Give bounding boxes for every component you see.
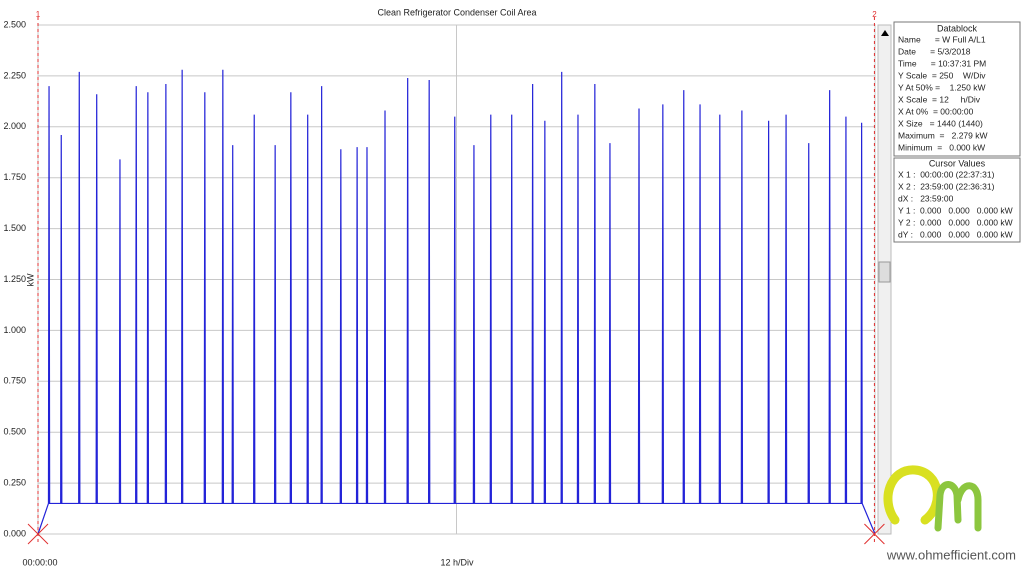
x-scale-label: 12 h/Div — [440, 557, 474, 567]
datablock-row: Time = 10:37:31 PM — [898, 58, 986, 68]
y-tick-label: 2.500 — [3, 19, 26, 29]
datablock-panel — [893, 21, 1021, 157]
cursor-title: Cursor Values — [929, 158, 986, 168]
y-axis-label: kW — [25, 273, 35, 287]
x-origin-label: 00:00:00 — [22, 557, 57, 567]
cursor-row: dX : 23:59:00 — [898, 193, 954, 203]
logo — [883, 465, 982, 532]
y-tick-label: 0.750 — [3, 376, 26, 386]
y-tick-label: 1.750 — [3, 172, 26, 182]
y-tick-label: 0.500 — [3, 427, 26, 437]
cursor-x — [27, 523, 49, 545]
datablock-row: X Scale = 12 h/Div — [898, 94, 981, 104]
y-tick-label: 1.000 — [3, 325, 26, 335]
datablock-row: Y At 50% = 1.250 kW — [898, 82, 986, 92]
y-tick-label: 0.000 — [3, 528, 26, 538]
cursor-row: Y 1 : 0.000 0.000 0.000 kW — [898, 205, 1013, 215]
data-line — [37, 69, 876, 535]
cursor-panel — [893, 157, 1021, 243]
y-tick-label: 1.500 — [3, 223, 26, 233]
cursor-row: Y 2 : 0.000 0.000 0.000 kW — [898, 217, 1013, 227]
cursor-row: dY : 0.000 0.000 0.000 kW — [898, 229, 1013, 239]
datablock-row: X At 0% = 00:00:00 — [898, 106, 974, 116]
cursor-label: 1 — [36, 10, 41, 19]
y-tick-label: 2.250 — [3, 70, 26, 80]
datablock-title: Datablock — [937, 23, 978, 33]
datablock-row: Minimum = 0.000 kW — [898, 142, 985, 152]
datablock-row: Date = 5/3/2018 — [898, 46, 971, 56]
chart-title: Clean Refrigerator Condenser Coil Area — [377, 7, 536, 17]
watermark: www.ohmefficient.com — [886, 547, 1016, 562]
cursor-row: X 1 : 00:00:00 (22:37:31) — [898, 169, 995, 179]
y-tick-label: 2.000 — [3, 121, 26, 131]
datablock-row: Name = W Full A/L1 — [898, 34, 986, 44]
logo-m — [934, 481, 982, 532]
cursor-x — [864, 523, 885, 545]
scroll-up[interactable] — [881, 30, 889, 36]
cursor-row: X 2 : 23:59:00 (22:36:31) — [898, 181, 995, 191]
cursor-label: 2 — [872, 10, 877, 19]
datablock-row: Maximum = 2.279 kW — [898, 130, 988, 140]
y-tick-label: 0.250 — [3, 477, 26, 487]
datablock-row: Y Scale = 250 W/Div — [898, 70, 986, 80]
datablock-row: X Size = 1440 (1440) — [898, 118, 983, 128]
y-tick-label: 1.250 — [3, 274, 26, 284]
scroll-thumb[interactable] — [878, 261, 891, 283]
